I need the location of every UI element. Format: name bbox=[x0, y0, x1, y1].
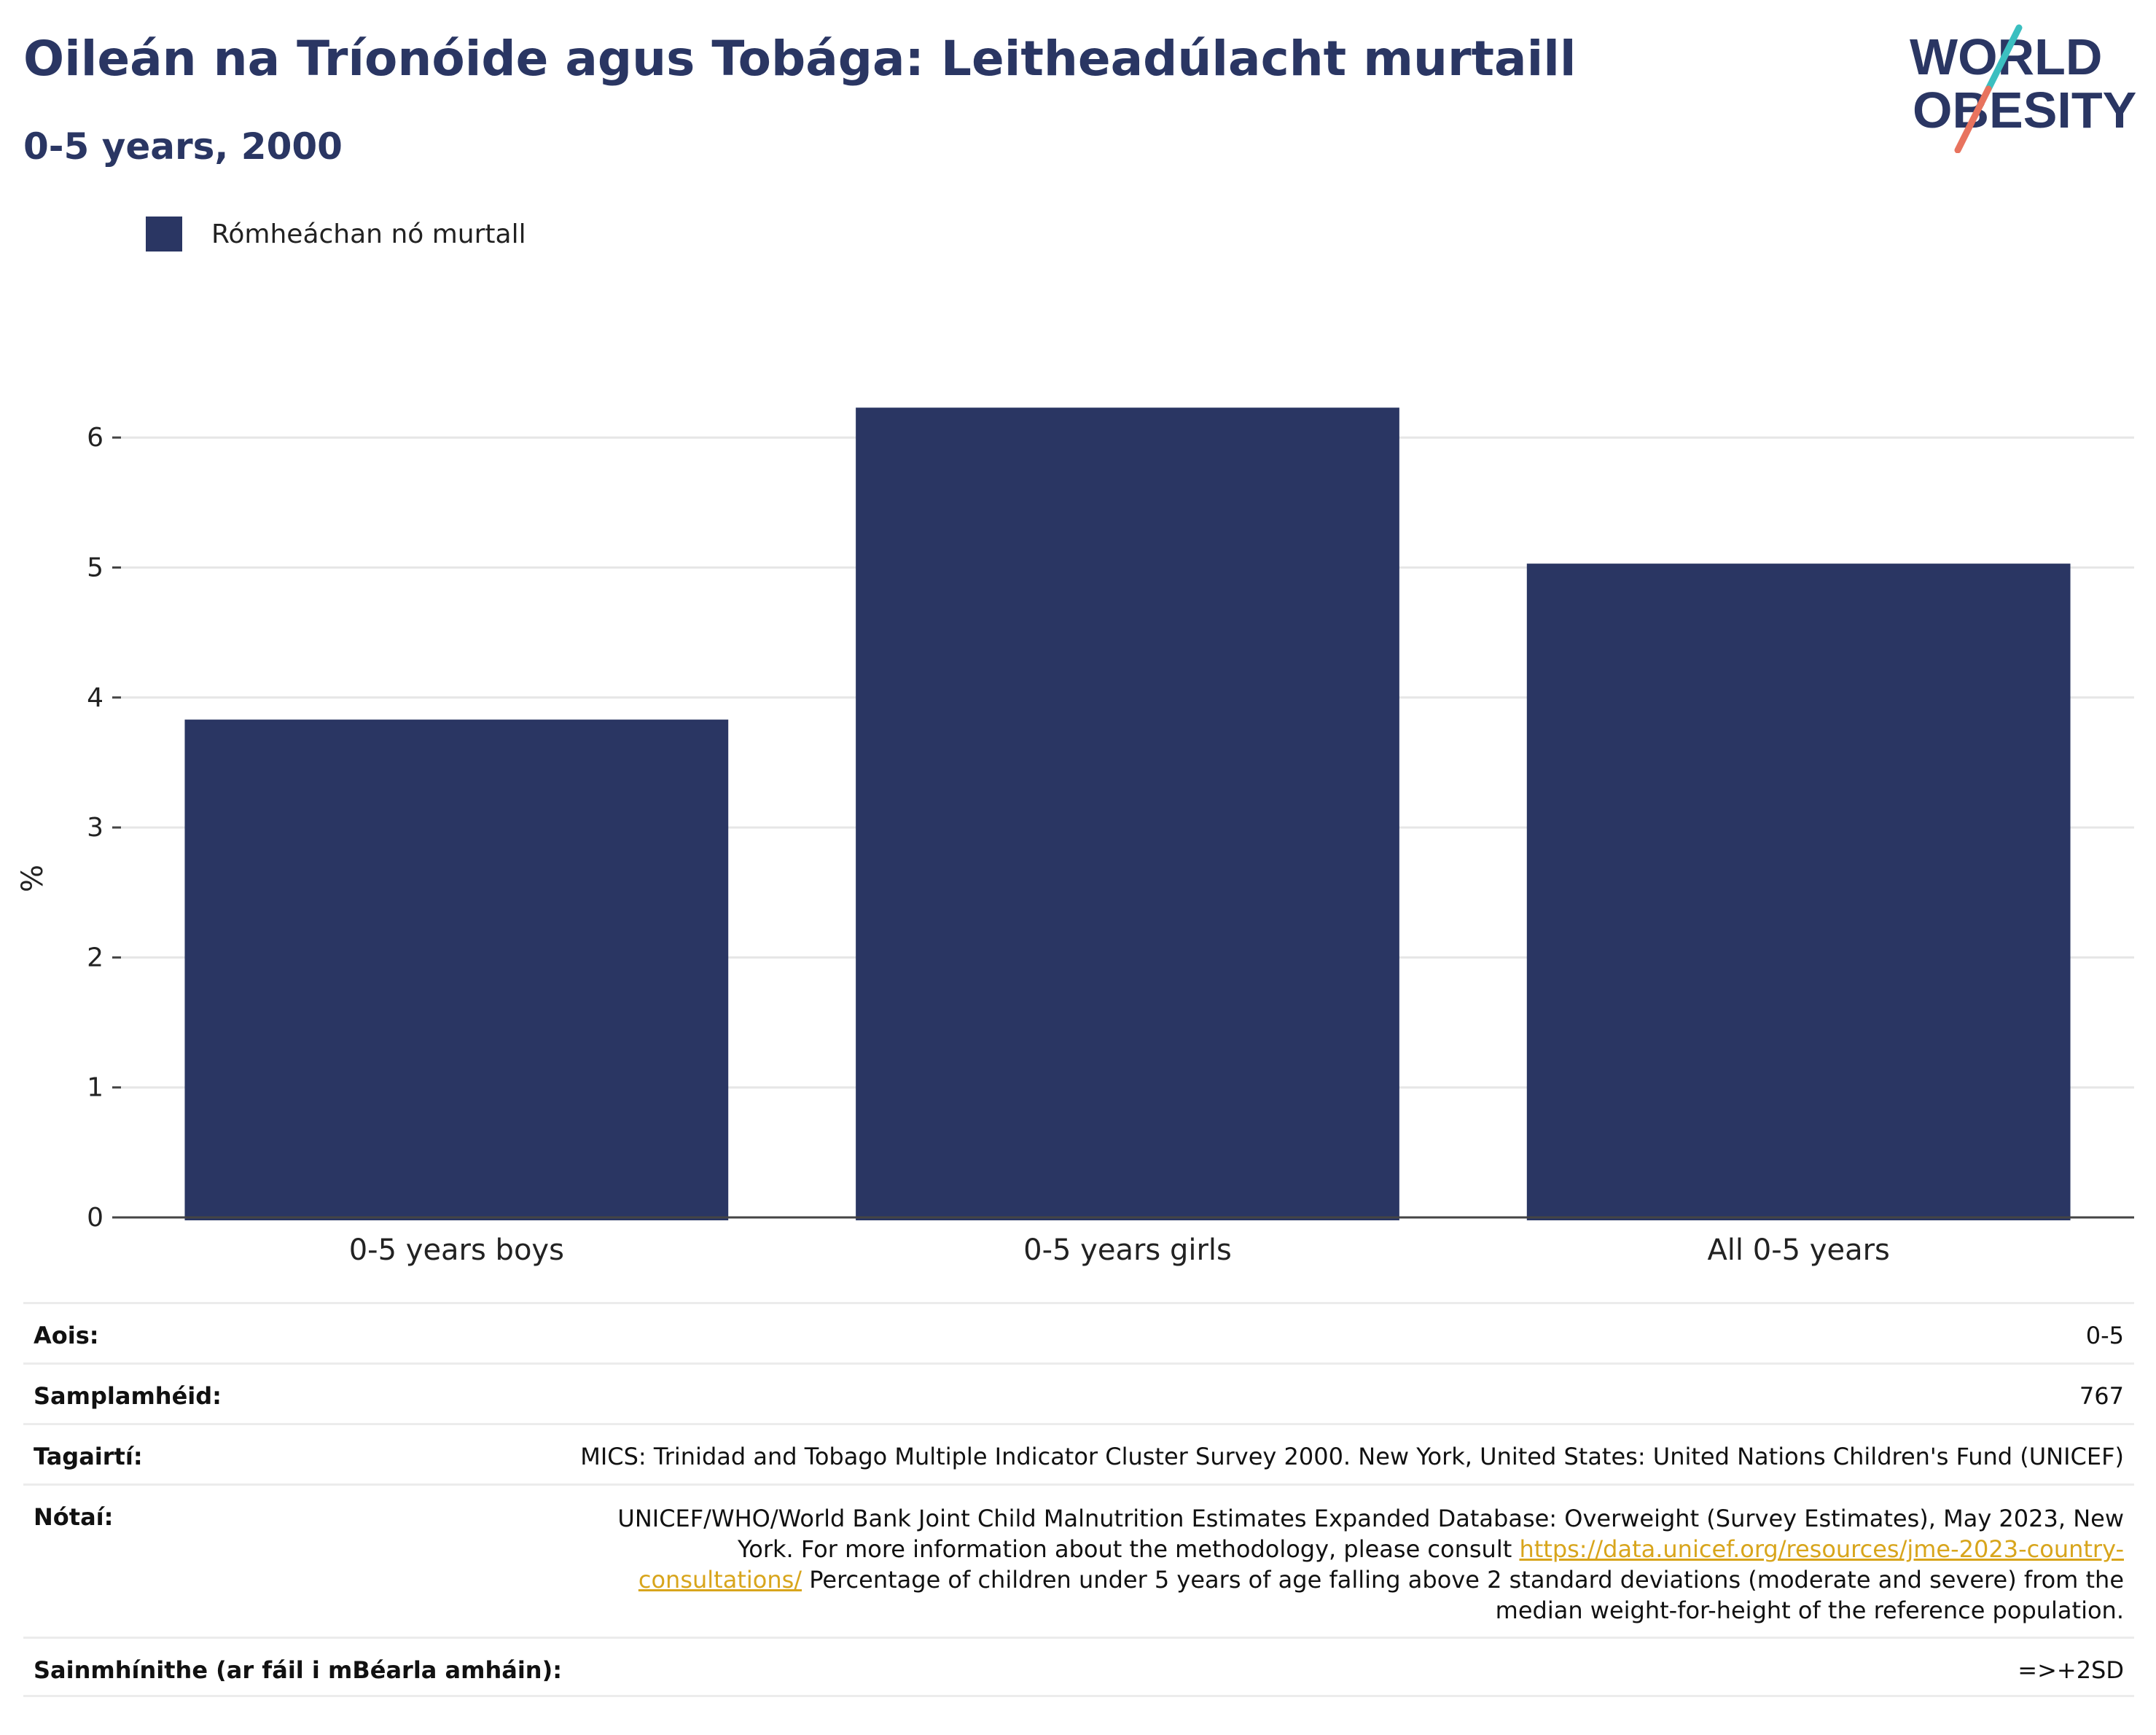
sample-label: Samplamhéid: bbox=[34, 1382, 222, 1410]
x-tick-label: 0-5 years girls bbox=[1023, 1233, 1232, 1267]
legend-swatch bbox=[146, 217, 182, 252]
references-label: Tagairtí: bbox=[34, 1443, 143, 1470]
notes-label: Nótaí: bbox=[34, 1503, 114, 1531]
age-label: Aois: bbox=[34, 1322, 99, 1349]
bar-all-0-5-years bbox=[1526, 564, 2071, 1220]
sample-value: 767 bbox=[2079, 1382, 2124, 1410]
bar-0-5-years-girls bbox=[856, 408, 1399, 1221]
y-tick-label: 3 bbox=[87, 813, 103, 843]
legend-label: Rómheáchan nó murtall bbox=[211, 219, 526, 249]
info-table: Aois: 0-5 Samplamhéid: 767 Tagairtí: MIC… bbox=[23, 1302, 2134, 1697]
bar-chart: 0 1 2 3 4 5 6% 0-5 years boys 0-5 years girls All… bbox=[16, 408, 2134, 1267]
notes-text-before: UNICEF/WHO/World Bank Joint Child Malnut… bbox=[617, 1505, 2124, 1563]
y-tick-label: 4 bbox=[87, 683, 103, 713]
notes-value: UNICEF/WHO/World Bank Joint Child Malnut… bbox=[608, 1503, 2124, 1626]
notes-methodology-link[interactable]: https://data.unicef.org/resources/jme-20… bbox=[638, 1535, 2124, 1594]
y-tick-label: 5 bbox=[87, 553, 103, 583]
notes-text-after: Percentage of children under 5 years of … bbox=[802, 1566, 2124, 1624]
x-tick-label: All 0-5 years bbox=[1707, 1233, 1889, 1267]
info-row-definitions: Sainmhínithe (ar fáil i mBéarla amháin):… bbox=[23, 1637, 2134, 1697]
y-tick-label: 2 bbox=[87, 943, 103, 972]
info-row-sample: Samplamhéid: 767 bbox=[23, 1362, 2134, 1423]
y-tick-label: 0 bbox=[87, 1203, 103, 1233]
legend[interactable]: Rómheáchan nó murtall bbox=[146, 216, 526, 252]
logo-slash-teal bbox=[1985, 24, 2023, 93]
definitions-label: Sainmhínithe (ar fáil i mBéarla amháin): bbox=[34, 1656, 562, 1684]
logo-text-obesity: OBESITY bbox=[1913, 82, 2136, 139]
definitions-value: =>+2SD bbox=[2018, 1656, 2124, 1684]
info-row-notes: Nótaí: UNICEF/WHO/World Bank Joint Child… bbox=[23, 1483, 2134, 1637]
bar-0-5-years-boys bbox=[184, 720, 729, 1220]
chart-subtitle: 0-5 years, 2000 bbox=[23, 125, 343, 168]
info-row-age: Aois: 0-5 bbox=[23, 1302, 2134, 1362]
world-obesity-logo: WORLD OBESITY bbox=[1910, 24, 2136, 153]
y-tick-label: 1 bbox=[87, 1073, 103, 1103]
info-row-references: Tagairtí: MICS: Trinidad and Tobago Mult… bbox=[23, 1423, 2134, 1483]
references-value: MICS: Trinidad and Tobago Multiple Indic… bbox=[580, 1443, 2124, 1470]
logo-slash-coral bbox=[1954, 85, 1992, 153]
x-tick-label: 0-5 years boys bbox=[349, 1233, 564, 1267]
y-tick-label: 6 bbox=[87, 423, 103, 453]
age-value: 0-5 bbox=[2085, 1322, 2124, 1349]
chart-title: Oileán na Tríonóide agus Tobága: Leithea… bbox=[23, 31, 1577, 87]
y-axis-label: % bbox=[16, 865, 50, 892]
